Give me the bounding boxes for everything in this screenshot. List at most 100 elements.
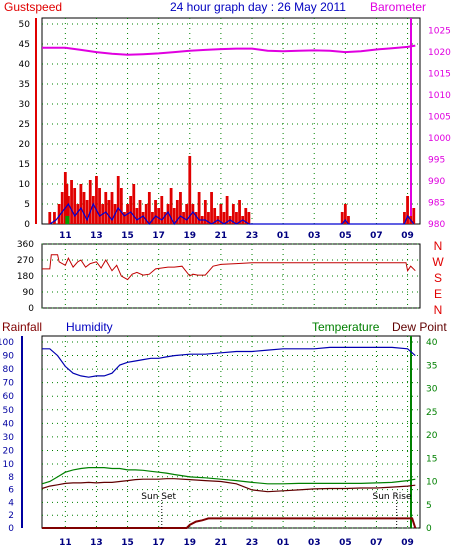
gust-bar-64 bbox=[247, 212, 251, 224]
panel1-yright-tick-7: 1015 bbox=[428, 70, 451, 80]
panel1-yleft-tick-9: 45 bbox=[19, 40, 30, 50]
panel3-yright-tick-5: 25 bbox=[426, 408, 437, 418]
panel3-yleft-tick-12: 80 bbox=[3, 365, 15, 375]
panel3-xtick-5: 21 bbox=[215, 538, 228, 548]
gust-bar-15 bbox=[95, 176, 98, 224]
header-title: 24 hour graph day : 26 May 2011 bbox=[170, 0, 346, 14]
panel1-yleft-tick-6: 30 bbox=[19, 100, 31, 110]
panel3-yright-tick-7: 35 bbox=[426, 361, 437, 371]
temperature-line bbox=[41, 467, 416, 485]
panel1-yright-tick-2: 990 bbox=[428, 177, 445, 187]
panel3-xtick-10: 07 bbox=[370, 538, 383, 548]
panel1-xtick-6: 23 bbox=[246, 231, 259, 241]
gust-bar-63 bbox=[244, 208, 248, 224]
panel2-ytick-3: 270 bbox=[17, 256, 34, 266]
panel1-yright-tick-0: 980 bbox=[428, 220, 445, 230]
panel2-frame bbox=[41, 243, 421, 309]
wind-calm-marker bbox=[65, 216, 70, 224]
gust-bar-18 bbox=[104, 192, 108, 224]
label-rainfall: Rainfall bbox=[2, 320, 43, 334]
gust-bar-19 bbox=[107, 200, 111, 224]
gust-bar-42 bbox=[179, 192, 182, 224]
header-barometer: Barometer bbox=[370, 0, 427, 14]
gust-bar-65 bbox=[340, 212, 344, 224]
gust-bar-67 bbox=[347, 216, 350, 224]
panel1-yright-tick-9: 1025 bbox=[428, 27, 451, 37]
gust-bar-10 bbox=[79, 184, 83, 224]
gust-bar-68 bbox=[403, 212, 406, 224]
gust-bar-53 bbox=[213, 208, 217, 224]
panel1-xtick-2: 15 bbox=[121, 231, 134, 241]
barometer-line bbox=[42, 44, 416, 56]
panel1-xtick-5: 21 bbox=[215, 231, 228, 241]
panel3-frame bbox=[41, 335, 421, 529]
gust-bar-2 bbox=[57, 204, 61, 224]
panel1-yright-tick-1: 985 bbox=[428, 199, 445, 209]
panel3-yleft-tick-8: 40 bbox=[3, 419, 15, 429]
panel1-yright-tick-6: 1010 bbox=[428, 91, 451, 101]
gust-bar-16 bbox=[98, 188, 101, 224]
panel1-xtick-11: 09 bbox=[401, 231, 414, 241]
gust-bar-31 bbox=[144, 204, 148, 224]
panel3-xtick-3: 17 bbox=[152, 538, 165, 548]
gust-bar-3 bbox=[60, 192, 64, 224]
panel3-yleft-tick-0: 0 bbox=[8, 524, 14, 534]
panel3-yright-tick-0: 0 bbox=[426, 524, 432, 534]
gust-bar-20 bbox=[110, 192, 114, 224]
gust-bar-8 bbox=[73, 188, 77, 224]
gust-bar-7 bbox=[70, 180, 73, 224]
gust-bar-9 bbox=[76, 204, 80, 224]
header-gustspeed: Gustspeed bbox=[4, 0, 63, 14]
gust-bar-5 bbox=[65, 184, 69, 224]
label-dewpoint: Dew Point bbox=[392, 320, 447, 334]
panel3-yleft-tick-1: 2 bbox=[8, 511, 14, 521]
panel3-yleft-tick-13: 90 bbox=[3, 352, 15, 362]
panel3-xtick-6: 23 bbox=[246, 538, 259, 548]
panel2-ytick-0: 0 bbox=[28, 304, 34, 314]
gust-bar-37 bbox=[163, 212, 167, 224]
panel3-yright-tick-8: 40 bbox=[426, 338, 438, 348]
gust-bar-55 bbox=[219, 204, 223, 224]
panel1-xtick-3: 17 bbox=[152, 231, 165, 241]
panel3-xtick-1: 13 bbox=[90, 538, 103, 548]
panel3-yleft-tick-10: 60 bbox=[3, 392, 15, 402]
dewpoint-line bbox=[41, 478, 416, 493]
panel1-xtick-1: 13 bbox=[90, 231, 103, 241]
panel3-xtick-7: 01 bbox=[277, 538, 290, 548]
gust-bar-14 bbox=[91, 196, 95, 224]
panel3-yleft-tick-11: 70 bbox=[3, 379, 15, 389]
gust-bar-26 bbox=[129, 196, 133, 224]
panel3-yleft-tick-6: 20 bbox=[3, 446, 15, 456]
panel3-yright-tick-6: 30 bbox=[426, 385, 438, 395]
gust-bar-36 bbox=[160, 196, 164, 224]
gust-bar-35 bbox=[157, 208, 161, 224]
label-temperature: Temperature bbox=[312, 320, 380, 334]
gust-bar-38 bbox=[166, 204, 170, 224]
gust-bar-32 bbox=[147, 192, 151, 224]
panel2-ytick-4: 360 bbox=[17, 240, 34, 250]
gust-bar-29 bbox=[138, 200, 142, 224]
panel3-xtick-9: 05 bbox=[339, 538, 352, 548]
sunset-label: Sun Set bbox=[141, 492, 176, 502]
panel1-yleft-tick-4: 20 bbox=[19, 140, 31, 150]
gust-bar-60 bbox=[235, 212, 238, 224]
panel3-yleft-tick-4: 8 bbox=[8, 473, 14, 483]
panel1-yleft-tick-5: 25 bbox=[19, 120, 30, 130]
gust-bar-6 bbox=[67, 196, 70, 224]
rainfall-line bbox=[42, 517, 417, 529]
panel1-yleft-tick-10: 50 bbox=[19, 20, 31, 30]
panel2-compass-0: N bbox=[434, 239, 443, 253]
panel2-compass-2: S bbox=[434, 271, 442, 285]
gust-bar-22 bbox=[116, 176, 120, 224]
panel1-xtick-7: 01 bbox=[277, 231, 290, 241]
gust-bar-34 bbox=[154, 200, 157, 224]
wind-line bbox=[49, 202, 415, 226]
panel2-ytick-2: 180 bbox=[17, 272, 34, 282]
gust-bar-45 bbox=[188, 156, 192, 224]
panel1-xtick-10: 07 bbox=[370, 231, 383, 241]
panel3-xtick-8: 03 bbox=[308, 538, 321, 548]
gust-bar-23 bbox=[119, 188, 123, 224]
gust-bar-71 bbox=[412, 208, 416, 224]
gust-bar-56 bbox=[222, 212, 226, 224]
